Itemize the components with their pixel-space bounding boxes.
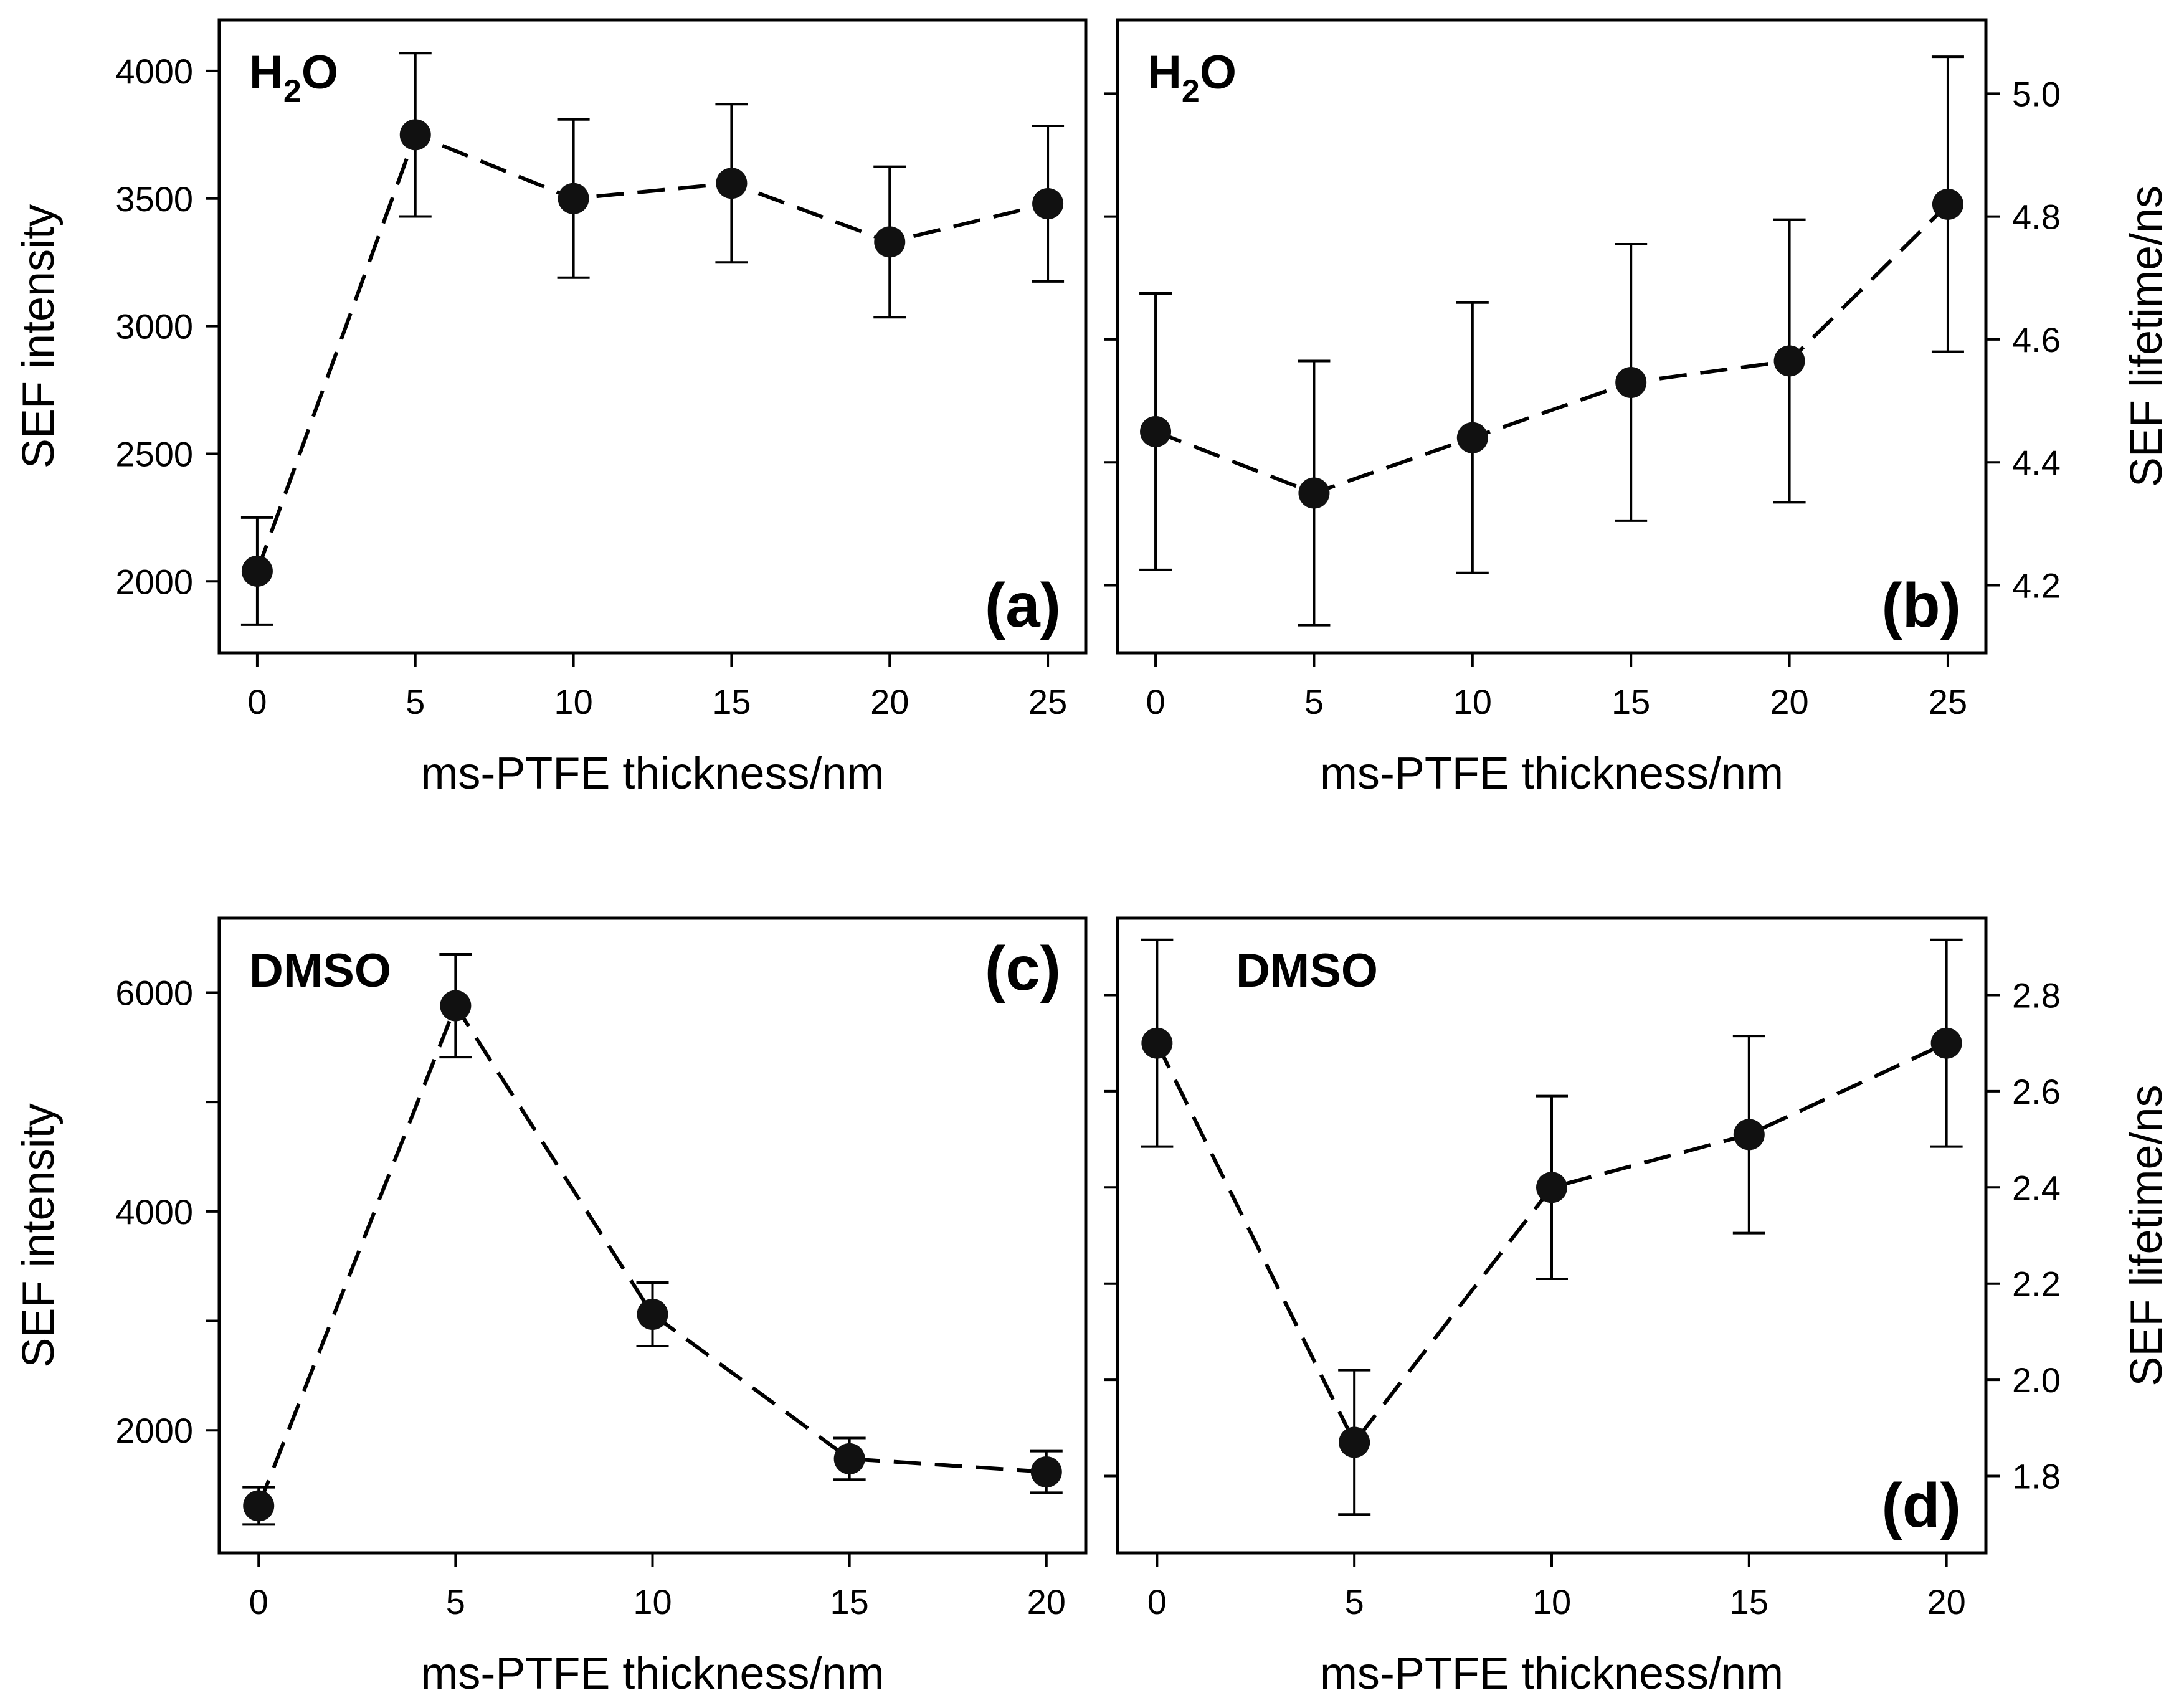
data-point xyxy=(1615,366,1647,398)
series-line xyxy=(1155,1041,1947,1446)
panel-label: (c) xyxy=(985,934,1061,1003)
x-tick-label: 0 xyxy=(247,682,267,721)
solvent-label: DMSO xyxy=(1236,944,1378,997)
x-tick-label: 25 xyxy=(1028,682,1067,721)
solvent-label: H2O xyxy=(249,46,338,110)
series-line xyxy=(257,1001,1047,1507)
panel-label: (d) xyxy=(1881,1471,1961,1540)
data-point xyxy=(440,990,472,1022)
y-tick-label: 4.8 xyxy=(2012,197,2061,237)
x-axis-title: ms-PTFE thickness/nm xyxy=(1320,749,1783,799)
y-axis-title: SEF lifetime/ns xyxy=(2122,186,2172,487)
panel-label: (a) xyxy=(985,571,1061,640)
data-point xyxy=(637,1298,668,1330)
x-tick-label: 20 xyxy=(1027,1582,1066,1621)
y-tick-label: 6000 xyxy=(115,973,193,1012)
y-tick-label: 4.4 xyxy=(2012,443,2061,482)
y-tick-label: 4000 xyxy=(115,1192,193,1231)
x-tick-label: 10 xyxy=(554,682,592,721)
x-tick-label: 20 xyxy=(870,682,909,721)
data-point xyxy=(1141,1027,1173,1059)
x-tick-label: 20 xyxy=(1927,1582,1965,1621)
x-tick-label: 20 xyxy=(1770,682,1808,721)
y-tick-label: 4000 xyxy=(115,52,193,91)
y-tick-label: 2.4 xyxy=(2012,1168,2061,1207)
x-tick-label: 0 xyxy=(249,1582,268,1621)
x-tick-label: 15 xyxy=(712,682,751,721)
data-point xyxy=(1339,1426,1370,1458)
solvent-label: H2O xyxy=(1147,46,1237,110)
panel-d: 0 5 10 15 20 1.8 2.0 2.2 2.4 2.6 2.8 ms-PTFE thickn… xyxy=(1104,916,2172,1699)
panel-c: 0 5 10 15 20 2000 4000 6000 ms-PTFE thickness/nm… xyxy=(14,916,1088,1699)
x-tick-label: 10 xyxy=(1532,1582,1571,1621)
data-point xyxy=(874,226,906,258)
data-point xyxy=(1456,422,1488,453)
data-point xyxy=(243,1490,275,1522)
x-tick-label: 5 xyxy=(446,1582,465,1621)
x-tick-label: 10 xyxy=(1453,682,1492,721)
data-point xyxy=(833,1443,865,1474)
y-tick-label: 2.0 xyxy=(2012,1360,2061,1400)
data-point xyxy=(1930,1027,1962,1059)
solvent-label: DMSO xyxy=(249,944,391,997)
series-line xyxy=(255,132,1048,572)
data-point xyxy=(1032,187,1064,219)
plot-frame-a xyxy=(217,18,1088,655)
data-point xyxy=(716,168,748,199)
y-tick-label: 3500 xyxy=(115,179,193,219)
panel-label: (b) xyxy=(1881,571,1961,640)
data-point xyxy=(1932,188,1963,220)
y-tick-label: 4.2 xyxy=(2012,566,2061,605)
x-tick-label: 0 xyxy=(1146,682,1165,721)
panel-a: 0 5 10 15 20 25 2000 2500 3000 3500 4000 ms-PTFE th… xyxy=(14,18,1088,799)
x-axis-title: ms-PTFE thickness/nm xyxy=(420,749,884,799)
y-tick-label: 5.0 xyxy=(2012,74,2061,113)
y-tick-label: 1.8 xyxy=(2012,1456,2061,1496)
data-point xyxy=(1298,477,1330,509)
data-point xyxy=(558,183,589,214)
data-point xyxy=(241,555,273,587)
x-tick-label: 15 xyxy=(830,1582,868,1621)
y-tick-label: 2000 xyxy=(115,562,193,601)
data-point xyxy=(1733,1119,1765,1151)
data-point xyxy=(1140,415,1172,447)
y-tick-label: 2000 xyxy=(115,1411,193,1450)
data-point xyxy=(1030,1456,1062,1487)
plot-frame-b xyxy=(1116,18,1988,655)
y-tick-label: 4.6 xyxy=(2012,320,2061,359)
data-point xyxy=(1536,1172,1567,1203)
x-tick-label: 10 xyxy=(633,1582,672,1621)
series-line xyxy=(1154,202,1950,495)
y-tick-label: 3000 xyxy=(115,307,193,346)
y-tick-label: 2.2 xyxy=(2012,1264,2061,1304)
data-point xyxy=(399,119,431,151)
x-axis-title: ms-PTFE thickness/nm xyxy=(1320,1649,1783,1699)
y-tick-label: 2500 xyxy=(115,434,193,473)
y-tick-label: 2.8 xyxy=(2012,976,2061,1015)
x-tick-label: 25 xyxy=(1929,682,1967,721)
panel-b: 0 5 10 15 20 25 4.2 4.4 4.6 4.8 5.0 ms-PTFE thickne… xyxy=(1104,18,2172,799)
x-tick-label: 5 xyxy=(1345,1582,1364,1621)
y-tick-label: 2.6 xyxy=(2012,1072,2061,1111)
x-tick-label: 15 xyxy=(1612,682,1650,721)
x-tick-label: 5 xyxy=(1304,682,1324,721)
x-axis-title: ms-PTFE thickness/nm xyxy=(420,1649,884,1699)
y-axis-title: SEF intensity xyxy=(14,1103,64,1367)
data-point xyxy=(1773,345,1805,377)
x-tick-label: 0 xyxy=(1147,1582,1167,1621)
plot-frame-c xyxy=(217,916,1088,1555)
y-axis-title: SEF lifetime/ns xyxy=(2122,1084,2172,1386)
x-tick-label: 15 xyxy=(1730,1582,1768,1621)
x-tick-label: 5 xyxy=(406,682,425,721)
y-axis-title: SEF intensity xyxy=(14,204,64,468)
